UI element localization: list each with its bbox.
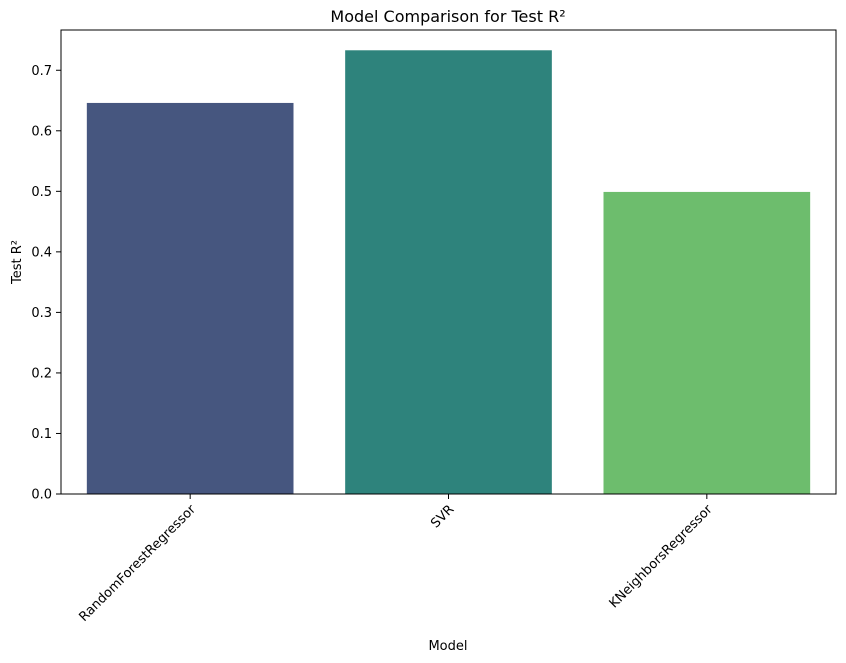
y-axis: 0.0 0.1 0.2 0.3 0.4 0.5 0.6 0.7	[31, 64, 61, 503]
y-tick-label: 0.4	[31, 245, 52, 260]
bar-svr	[345, 50, 552, 494]
chart-title: Model Comparison for Test R²	[330, 7, 565, 26]
x-axis-label: Model	[428, 639, 467, 654]
y-tick-label: 0.2	[31, 366, 52, 381]
y-tick-label: 0.1	[31, 427, 52, 442]
y-axis-label: Test R²	[10, 240, 25, 285]
y-tick-label: 0.5	[31, 185, 52, 200]
x-tick-label: RandomForestRegressor	[76, 502, 199, 625]
y-tick-label: 0.7	[31, 64, 52, 79]
x-axis: RandomForestRegressor SVR KNeighborsRegres…	[76, 494, 716, 625]
bar-kneighborsregressor	[603, 191, 811, 494]
bar-randomforestregressor	[86, 102, 294, 494]
y-tick-label: 0.0	[31, 488, 52, 503]
x-tick-label: KNeighborsRegressor	[607, 502, 717, 612]
y-tick-label: 0.3	[31, 306, 52, 321]
bars	[86, 50, 811, 494]
y-tick-label: 0.6	[31, 124, 52, 139]
x-tick-label: SVR	[428, 502, 457, 531]
